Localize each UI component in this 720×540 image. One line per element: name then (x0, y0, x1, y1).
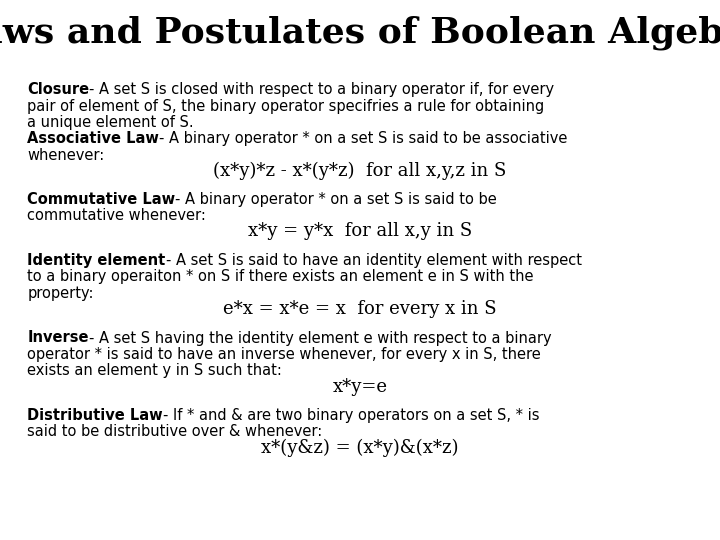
Text: Associative Law: Associative Law (27, 131, 159, 146)
Text: x*y=e: x*y=e (333, 377, 387, 395)
Text: - A binary operator * on a set S is said to be: - A binary operator * on a set S is said… (176, 192, 498, 207)
Text: Inverse: Inverse (27, 330, 89, 346)
Text: - A set S having the identity element e with respect to a binary: - A set S having the identity element e … (89, 330, 552, 346)
Text: operator * is said to have an inverse whenever, for every x in S, there: operator * is said to have an inverse wh… (27, 347, 541, 362)
Text: x*y = y*x  for all x,y in S: x*y = y*x for all x,y in S (248, 222, 472, 240)
Text: - A set S is said to have an identity element with respect: - A set S is said to have an identity el… (166, 253, 582, 268)
Text: Commutative Law: Commutative Law (27, 192, 176, 207)
Text: (x*y)*z - x*(y*z)  for all x,y,z in S: (x*y)*z - x*(y*z) for all x,y,z in S (213, 161, 507, 180)
Text: Distributive Law: Distributive Law (27, 408, 163, 423)
Text: pair of element of S, the binary operator specifries a rule for obtaining: pair of element of S, the binary operato… (27, 98, 544, 113)
Text: - If * and & are two binary operators on a set S, * is: - If * and & are two binary operators on… (163, 408, 539, 423)
Text: a unique element of S.: a unique element of S. (27, 115, 194, 130)
Text: Laws and Postulates of Boolean Algebra: Laws and Postulates of Boolean Algebra (0, 15, 720, 50)
Text: whenever:: whenever: (27, 147, 104, 163)
Text: exists an element y in S such that:: exists an element y in S such that: (27, 363, 282, 379)
Text: to a binary operaiton * on S if there exists an element e in S with the: to a binary operaiton * on S if there ex… (27, 269, 534, 285)
Text: said to be distributive over & whenever:: said to be distributive over & whenever: (27, 424, 323, 440)
Text: property:: property: (27, 286, 94, 301)
Text: Closure: Closure (27, 82, 89, 97)
Text: e*x = x*e = x  for every x in S: e*x = x*e = x for every x in S (223, 300, 497, 318)
Text: - A binary operator * on a set S is said to be associative: - A binary operator * on a set S is said… (159, 131, 567, 146)
Text: Identity element: Identity element (27, 253, 166, 268)
Text: - A set S is closed with respect to a binary operator if, for every: - A set S is closed with respect to a bi… (89, 82, 554, 97)
Text: commutative whenever:: commutative whenever: (27, 208, 206, 224)
Text: x*(y&z) = (x*y)&(x*z): x*(y&z) = (x*y)&(x*z) (261, 438, 459, 457)
